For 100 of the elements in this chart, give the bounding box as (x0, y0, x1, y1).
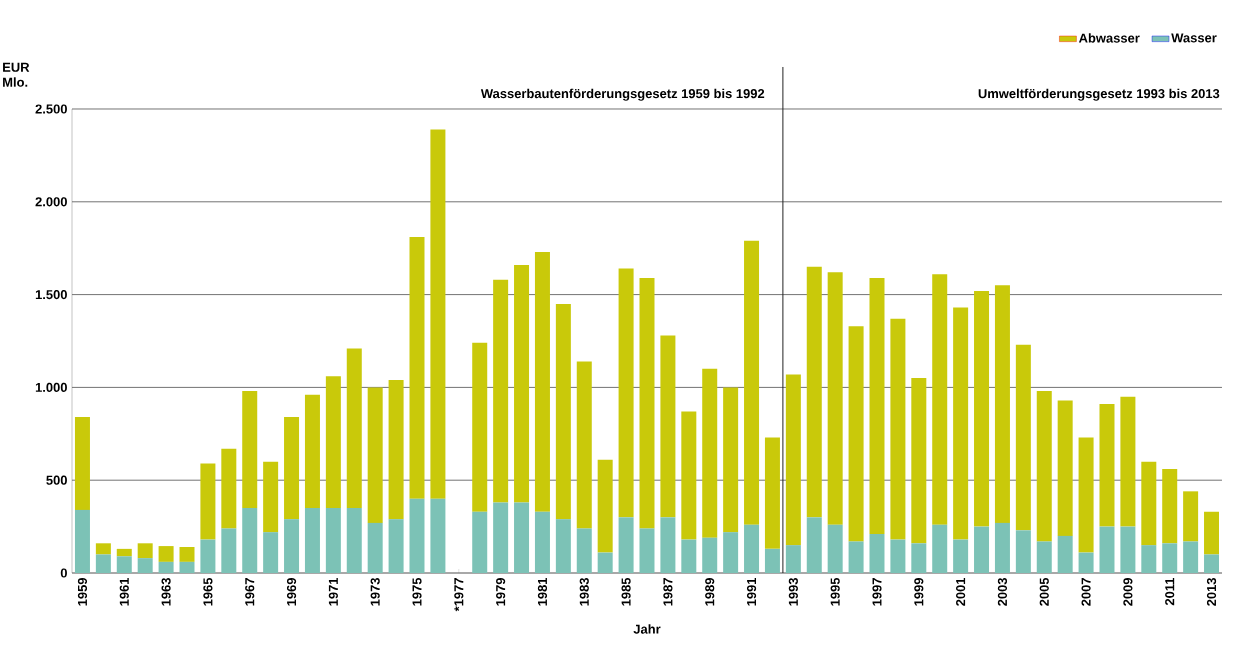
x-tick-label: 2005 (1039, 577, 1049, 606)
bar (409, 237, 425, 499)
legend-label: Abwasser (1078, 33, 1140, 43)
text: Wasserbautenförderungsgesetz 1959 bis 1992 (480, 88, 765, 101)
bar (827, 524, 843, 573)
bar (137, 543, 153, 559)
bar (325, 508, 341, 573)
x-tick-label: 1963 (161, 577, 171, 606)
bar (74, 509, 90, 573)
bar (576, 361, 592, 529)
x-tick-label: 1995 (830, 577, 840, 606)
bar (660, 517, 676, 573)
bar (1057, 535, 1073, 573)
bar (1036, 391, 1052, 542)
bar (911, 378, 927, 544)
bar (723, 532, 739, 573)
bar (702, 368, 718, 538)
bar (1162, 543, 1178, 573)
bar (1120, 396, 1136, 527)
bar (514, 264, 530, 503)
bar (367, 387, 383, 523)
y-axis-title: EUR Mlo. (3, 62, 30, 87)
x-tick-label: 1993 (788, 577, 798, 606)
bar (534, 511, 550, 573)
bar (1141, 545, 1157, 573)
bar (618, 517, 634, 573)
bar (1099, 404, 1115, 527)
y-tick-label: 0 (60, 568, 67, 578)
bar (200, 463, 216, 540)
bar (974, 526, 990, 573)
bar (953, 307, 969, 540)
x-tick-label: 1969 (286, 578, 297, 606)
bar (702, 537, 718, 573)
bar (869, 534, 885, 573)
x-tick-label: 1973 (370, 577, 380, 606)
bar (785, 374, 801, 546)
x-tick-label: 1975 (412, 577, 422, 606)
x-tick-label: 2013 (1206, 577, 1217, 606)
bar (848, 326, 864, 542)
bar (242, 391, 258, 509)
x-tick-label: 2001 (956, 577, 966, 606)
bar (472, 511, 488, 573)
x-tick-label: 2011 (1165, 577, 1175, 606)
bar (1057, 400, 1073, 536)
bar (493, 279, 509, 503)
bar (932, 274, 948, 525)
x-axis-title: Jahr (633, 624, 661, 634)
bar (994, 522, 1010, 573)
x-tick-label: 1967 (245, 578, 255, 606)
bar (1204, 554, 1220, 573)
bar (388, 519, 404, 573)
y-tick-label: 2.500 (35, 104, 67, 114)
bar (1120, 526, 1136, 573)
bar (367, 522, 383, 573)
bar (284, 519, 300, 573)
bar (472, 342, 488, 512)
bar (304, 394, 320, 509)
bar (932, 524, 948, 573)
x-tick-label: 1987 (663, 578, 673, 606)
x-tick-label: 1991 (746, 577, 757, 606)
bar (1183, 541, 1199, 573)
bar (1141, 461, 1157, 546)
bar (137, 558, 153, 573)
bar (953, 539, 969, 573)
bar (994, 285, 1010, 523)
y-tick-label: 2.000 (35, 197, 67, 207)
bar (409, 498, 425, 573)
bar (534, 251, 550, 512)
bar (430, 498, 446, 573)
x-tick-label: 1959 (77, 578, 88, 606)
bar (1015, 530, 1031, 573)
y-tick-label: 500 (46, 475, 67, 485)
bar (974, 290, 990, 527)
bar (346, 348, 362, 509)
bar (806, 266, 822, 518)
legend-label: Wasser (1171, 33, 1217, 43)
bar (890, 539, 906, 573)
bar (764, 548, 780, 573)
bar (221, 448, 237, 529)
x-tick-label: 1997 (872, 578, 882, 606)
bar (618, 268, 634, 518)
bar (304, 508, 320, 573)
y-tick-label: 1.500 (35, 290, 67, 300)
bar (681, 411, 697, 540)
bar (284, 417, 300, 520)
bar (200, 539, 216, 573)
x-tick-label: *1977 (454, 578, 464, 612)
bar (430, 129, 446, 499)
bar (639, 528, 655, 573)
bar (744, 240, 760, 525)
bar (95, 543, 111, 555)
bar (911, 543, 927, 573)
x-tick-label: 1971 (328, 577, 338, 606)
x-tick-label: 1981 (537, 577, 548, 606)
bar (1183, 491, 1199, 542)
bar (806, 517, 822, 573)
bar (1036, 541, 1052, 573)
bar (388, 379, 404, 520)
bar (785, 545, 801, 573)
bar (597, 459, 613, 553)
